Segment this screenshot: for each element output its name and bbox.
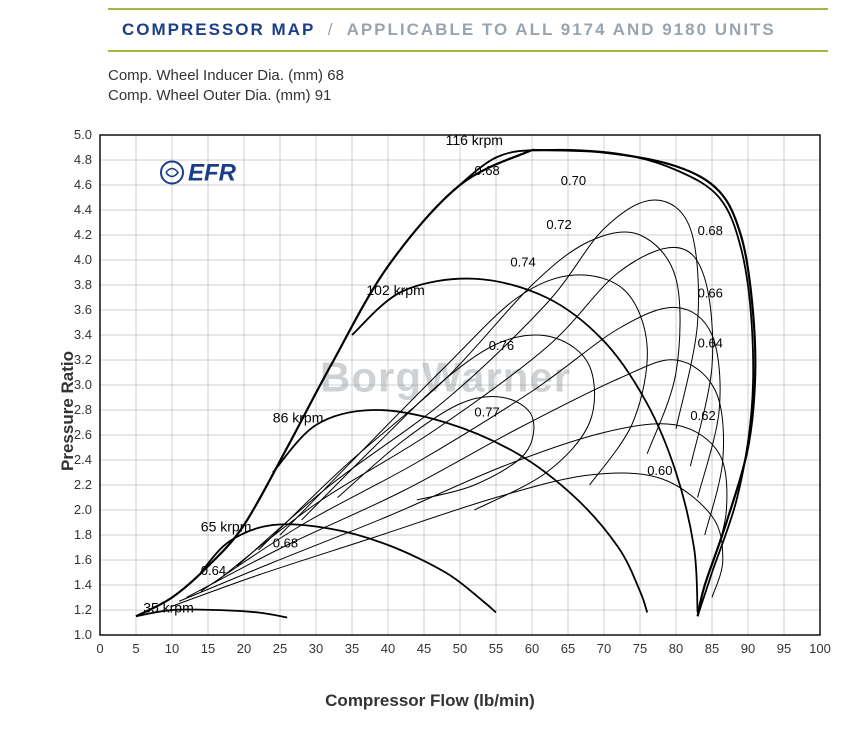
y-tick-label: 4.2 [74,227,92,242]
spec-line-2: Comp. Wheel Outer Dia. (mm) 91 [108,86,852,106]
x-tick-label: 65 [561,641,575,656]
chart-container: Pressure Ratio BorgWarner 0 5 10 15 20 25 30 35 4… [8,111,852,711]
efficiency-label: 0.72 [546,216,571,231]
x-tick-label: 5 [132,641,139,656]
speed-label: 65 krpm [201,518,252,534]
x-tick-label: 35 [345,641,359,656]
x-tick-label: 55 [489,641,503,656]
efficiency-label: 0.64 [698,335,723,350]
x-tick-label: 30 [309,641,323,656]
y-tick-label: 2.2 [74,477,92,492]
title-main: COMPRESSOR MAP [122,20,315,39]
x-tick-label: 10 [165,641,179,656]
spec-line-1: Comp. Wheel Inducer Dia. (mm) 68 [108,66,852,86]
x-tick-label: 0 [96,641,103,656]
y-tick-label: 3.4 [74,327,92,342]
efficiency-label: 0.70 [561,173,586,188]
y-tick-label: 4.0 [74,252,92,267]
y-tick-label: 4.8 [74,152,92,167]
x-tick-label: 75 [633,641,647,656]
y-tick-label: 2.0 [74,502,92,517]
efficiency-label: 0.60 [647,463,672,478]
y-axis-label: Pressure Ratio [58,351,78,471]
x-tick-label: 85 [705,641,719,656]
efficiency-label: 0.77 [474,404,499,419]
efficiency-label: 0.68 [273,535,298,550]
x-tick-label: 45 [417,641,431,656]
x-tick-label: 25 [273,641,287,656]
y-tick-label: 1.2 [74,602,92,617]
title-separator: / [328,20,335,39]
header-bar: COMPRESSOR MAP / APPLICABLE TO ALL 9174 … [108,8,828,52]
efficiency-label: 0.68 [698,223,723,238]
x-tick-label: 50 [453,641,467,656]
efr-logo-text: EFR [188,159,237,186]
compressor-map-svg: BorgWarner 0 5 10 15 20 25 30 35 40 45 50 55 60 65 70 75… [8,111,852,671]
efficiency-label: 0.66 [698,285,723,300]
y-tick-label: 1.8 [74,527,92,542]
x-tick-label: 60 [525,641,539,656]
x-tick-label: 90 [741,641,755,656]
watermark: BorgWarner [320,353,571,400]
efficiency-label: 0.76 [489,338,514,353]
y-tick-label: 1.4 [74,577,92,592]
x-tick-label: 80 [669,641,683,656]
efficiency-label: 0.74 [510,254,535,269]
speed-label: 116 krpm [446,132,503,148]
y-tick-label: 4.4 [74,202,92,217]
speed-label: 35 krpm [143,599,194,615]
x-tick-label: 20 [237,641,251,656]
y-tick-label: 3.8 [74,277,92,292]
x-tick-label: 70 [597,641,611,656]
y-tick-label: 5.0 [74,127,92,142]
x-tick-label: 40 [381,641,395,656]
x-tick-label: 95 [777,641,791,656]
x-axis-label: Compressor Flow (lb/min) [325,691,535,711]
x-tick-label: 15 [201,641,215,656]
y-tick-label: 4.6 [74,177,92,192]
speed-label: 102 krpm [366,282,424,298]
y-tick-label: 1.6 [74,552,92,567]
speed-label: 86 krpm [273,409,324,425]
x-tick-label: 100 [809,641,831,656]
spec-block: Comp. Wheel Inducer Dia. (mm) 68 Comp. W… [108,66,852,107]
title-sub: APPLICABLE TO ALL 9174 AND 9180 UNITS [347,20,776,39]
y-tick-label: 3.6 [74,302,92,317]
y-tick-label: 1.0 [74,627,92,642]
